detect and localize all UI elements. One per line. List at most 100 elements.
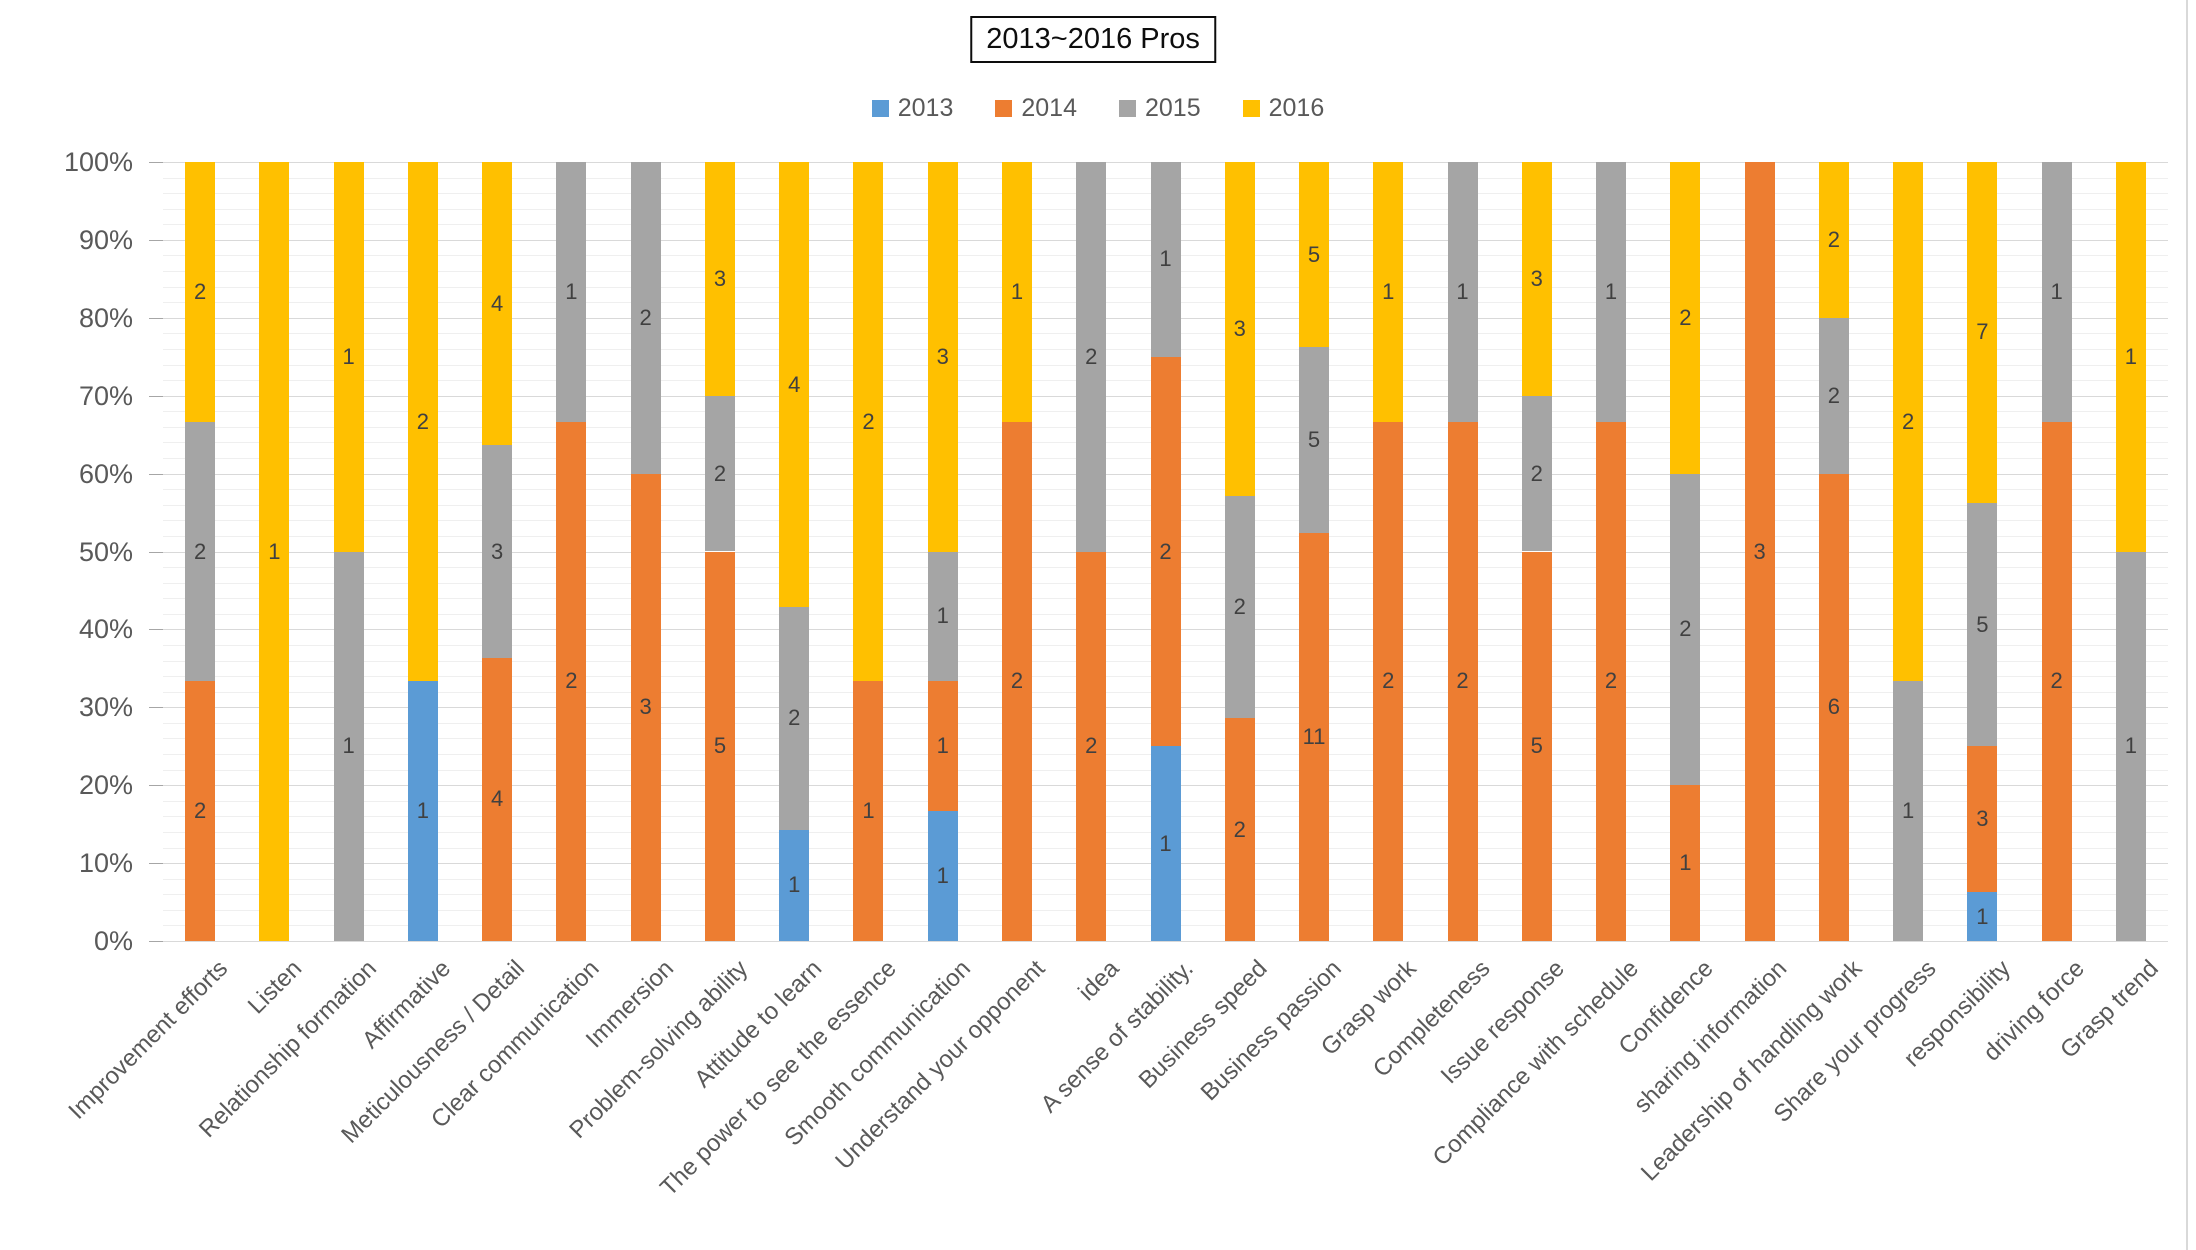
legend-item-2014: 2014 [995,94,1077,123]
legend-item-2015: 2015 [1119,94,1201,123]
bar-segment-2016 [1670,162,1701,474]
bar-segment-2016 [2115,162,2146,552]
legend-label: 2014 [1021,94,1077,122]
data-label: 2 [1604,668,1618,694]
data-label: 2 [1233,594,1246,620]
bar-segment-2014 [482,657,513,941]
data-label: 2 [713,460,727,486]
data-label: 2 [194,278,207,304]
bar-segment-2014 [630,473,661,941]
data-label: 3 [713,265,727,291]
y-axis-tick [149,941,163,942]
bar-segment-2016 [1299,162,1330,348]
bar-segment-2015 [1521,395,1552,552]
y-axis-label: 60% [78,458,133,489]
data-label: 2 [1010,668,1024,694]
legend-item-2016: 2016 [1242,94,1324,123]
legend-swatch-icon [995,100,1013,117]
bar-segment-2015 [185,421,216,682]
bar-segment-2015 [1596,162,1627,422]
data-label: 1 [1976,903,1989,929]
legend-swatch-icon [1242,100,1260,117]
data-label: 1 [342,343,355,369]
data-label: 2 [1530,460,1543,486]
data-label: 2 [1679,304,1692,330]
data-label: 2 [639,304,652,330]
bar-segment-2016 [482,162,513,446]
data-label: 1 [1159,830,1172,856]
legend-label: 2015 [1145,94,1201,122]
y-axis-tick [149,239,163,241]
data-label: 2 [1159,538,1172,564]
bar-segment-2016 [407,162,438,682]
bar-segment-2016 [1893,162,1924,682]
data-label: 7 [1976,319,1989,345]
data-label: 1 [565,278,578,304]
y-axis-tick [149,551,163,553]
data-label: 3 [639,694,652,720]
y-axis-label: 90% [78,224,133,255]
bar-segment-2015 [2115,551,2146,941]
bar-segment-2016 [1224,162,1255,496]
bar-segment-2015 [1447,162,1478,422]
bar-segment-2015 [1224,495,1255,719]
bar-segment-2015 [2041,162,2072,422]
y-axis-tick [149,863,163,865]
bar-segment-2014 [1076,551,1107,941]
data-label: 1 [1010,278,1024,304]
x-axis-label: Listen [243,955,308,1020]
bar-segment-2016 [1521,162,1552,396]
data-label: 1 [936,733,949,759]
x-axis-label: Improvement efforts [63,955,234,1125]
bar-segment-2016 [927,162,958,552]
bar-segment-2014 [1596,421,1627,941]
bar-segment-2014 [1744,162,1775,941]
bar-segment-2016 [185,162,216,422]
bar-segment-2015 [482,445,513,658]
bar-segment-2016 [333,162,364,552]
y-axis-label: 100% [63,147,133,177]
y-axis-label: 50% [78,536,133,567]
bar-segment-2016 [1818,162,1849,318]
x-axis-label: Business speed [1133,955,1273,1094]
data-label: 1 [416,798,430,824]
bar-segment-2014 [704,551,735,941]
bar-segment-2015 [556,162,587,422]
data-label: 6 [1827,694,1840,720]
data-label: 1 [2124,343,2137,369]
data-label: 2 [194,798,207,824]
y-axis-label: 80% [78,302,133,333]
legend-label: 2013 [897,94,954,122]
bar-segment-2016 [1967,162,1998,503]
chart-border-right [2186,0,2188,1250]
data-label: 2 [416,408,430,434]
bar-segment-2015 [704,395,735,552]
y-axis-tick [149,317,163,319]
bar-segment-2014 [927,681,958,812]
bar-segment-2015 [1150,162,1181,357]
bar-segment-2014 [1818,473,1849,941]
data-label: 3 [491,538,504,564]
bar-segment-2015 [1967,502,1998,747]
x-axis-label: idea [1073,955,1125,1007]
bar-segment-2015 [1893,681,1924,941]
chart-title: 2013~2016 Pros [970,16,1216,63]
bar-segment-2013 [927,811,958,941]
bar-segment-2015 [1818,317,1849,474]
data-label: 4 [491,786,504,812]
y-axis-label: 0% [93,926,133,956]
data-label: 2 [1085,733,1098,759]
bar-segment-2014 [1001,421,1032,941]
chart-legend: 2013 2014 2015 2016 [0,94,2196,123]
bar-segment-2015 [1670,473,1701,786]
bar-segment-2014 [1967,746,1998,893]
y-axis-label: 10% [78,848,133,879]
bar-segment-2014 [1670,785,1701,941]
bar-segment-2015 [779,607,810,830]
data-label: 1 [1679,850,1692,876]
bar-segment-2016 [259,162,290,941]
data-label: 1 [2124,733,2137,759]
gridline-major [163,941,2168,942]
data-label: 1 [936,863,949,889]
legend-item-2013: 2013 [871,94,954,123]
